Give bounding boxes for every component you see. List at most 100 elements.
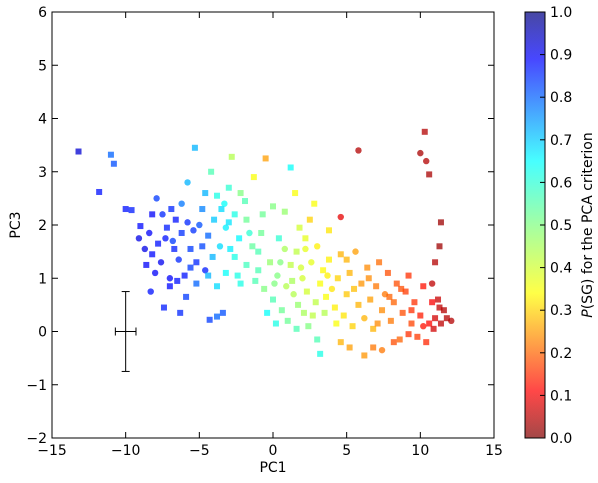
y-tick-label: 6: [38, 5, 47, 21]
y-axis: −2 −1 0 1 2 3 4 5 6: [26, 5, 494, 447]
data-point-square: [237, 190, 244, 197]
data-point-circle: [355, 147, 362, 154]
data-point-square: [214, 192, 221, 199]
data-point-square: [430, 325, 437, 332]
data-point-circle: [290, 291, 297, 298]
data-point-square: [302, 235, 309, 242]
colorbar-tick-label: 0.6: [550, 175, 572, 191]
data-point-square: [96, 188, 103, 195]
data-point-circle: [175, 256, 182, 263]
data-point-square: [421, 128, 428, 135]
y-axis-label: PC3: [8, 211, 24, 238]
data-point-square: [331, 304, 338, 311]
data-point-square: [128, 207, 135, 214]
data-point-square: [320, 267, 327, 274]
data-point-square: [426, 320, 433, 327]
data-point-circle: [166, 275, 174, 282]
data-point-circle: [428, 280, 436, 287]
data-point-square: [440, 307, 447, 314]
data-point-square: [208, 168, 215, 175]
data-point-square: [214, 313, 221, 320]
data-point-circle: [246, 229, 253, 237]
data-point-square: [365, 275, 372, 282]
x-axis: −15 −10 −5 0 5 10 15: [37, 12, 503, 459]
data-point-square: [436, 243, 443, 250]
data-point-square: [211, 216, 218, 223]
data-point-square: [379, 307, 386, 314]
data-point-square: [437, 219, 444, 226]
data-point-square: [292, 190, 299, 197]
data-point-square: [432, 315, 439, 322]
data-point-square: [390, 339, 397, 346]
data-point-square: [364, 264, 371, 271]
data-point-square: [259, 211, 266, 218]
data-point-square: [178, 229, 185, 236]
error-bar: [114, 291, 137, 372]
colorbar-tick-label: 0.5: [550, 218, 572, 234]
data-point-square: [384, 269, 391, 276]
data-point-square: [219, 309, 226, 316]
colorbar-tick-label: 0.7: [550, 133, 572, 149]
data-point-square: [281, 208, 288, 215]
data-point-square: [287, 261, 294, 268]
data-point-circle: [324, 272, 331, 279]
data-point-square: [300, 309, 307, 316]
data-point-square: [343, 291, 350, 298]
y-tick-label: 4: [38, 112, 47, 128]
data-point-square: [187, 264, 194, 271]
data-point-square: [218, 206, 225, 213]
data-point-square: [243, 261, 250, 268]
data-point-circle: [297, 264, 305, 271]
data-point-square: [358, 280, 365, 287]
data-point-square: [237, 280, 244, 287]
y-tick-label: 0: [38, 325, 47, 341]
data-point-square: [317, 280, 324, 287]
data-point-square: [396, 336, 403, 343]
data-point-square: [361, 352, 368, 359]
data-point-square: [225, 219, 232, 226]
data-point-square: [275, 235, 282, 242]
data-point-circle: [202, 267, 209, 274]
data-point-square: [107, 151, 114, 158]
data-point-square: [137, 223, 144, 230]
data-point-square: [370, 344, 377, 351]
data-point-circle: [277, 259, 284, 266]
data-point-square: [227, 245, 234, 252]
data-point-circle: [184, 219, 191, 226]
data-point-square: [390, 299, 397, 306]
data-point-circle: [184, 179, 191, 186]
data-point-circle: [190, 227, 197, 234]
data-point-circle: [196, 221, 203, 229]
data-point-circle: [281, 245, 288, 253]
data-point-square: [149, 211, 156, 218]
data-point-square: [202, 190, 209, 197]
data-point-square: [398, 285, 405, 292]
data-point-square: [231, 253, 238, 260]
data-point-circle: [135, 235, 143, 242]
data-point-square: [187, 245, 194, 252]
data-point-square: [287, 164, 294, 171]
data-point-square: [293, 248, 300, 255]
data-point-square: [414, 333, 421, 340]
colorbar-tick-label: 0.8: [550, 90, 572, 106]
data-point-circle: [283, 283, 290, 290]
data-point-square: [174, 277, 181, 284]
y-tick-label: 1: [38, 271, 47, 287]
data-point-square: [177, 309, 184, 316]
x-tick-label: −15: [37, 443, 67, 459]
data-point-square: [337, 251, 344, 258]
data-point-square: [399, 309, 406, 316]
data-point-square: [168, 206, 175, 213]
colorbar-label: P(SG) for the PCA criterion: [580, 132, 596, 317]
data-point-square: [355, 301, 362, 308]
data-point-circle: [159, 211, 166, 218]
data-point-circle: [420, 322, 427, 330]
data-point-circle: [271, 280, 278, 287]
data-point-square: [262, 155, 269, 162]
data-point-square: [349, 323, 356, 330]
data-point-square: [231, 211, 238, 218]
data-point-square: [323, 293, 330, 300]
data-point-square: [267, 259, 274, 266]
data-point-square: [252, 277, 259, 284]
